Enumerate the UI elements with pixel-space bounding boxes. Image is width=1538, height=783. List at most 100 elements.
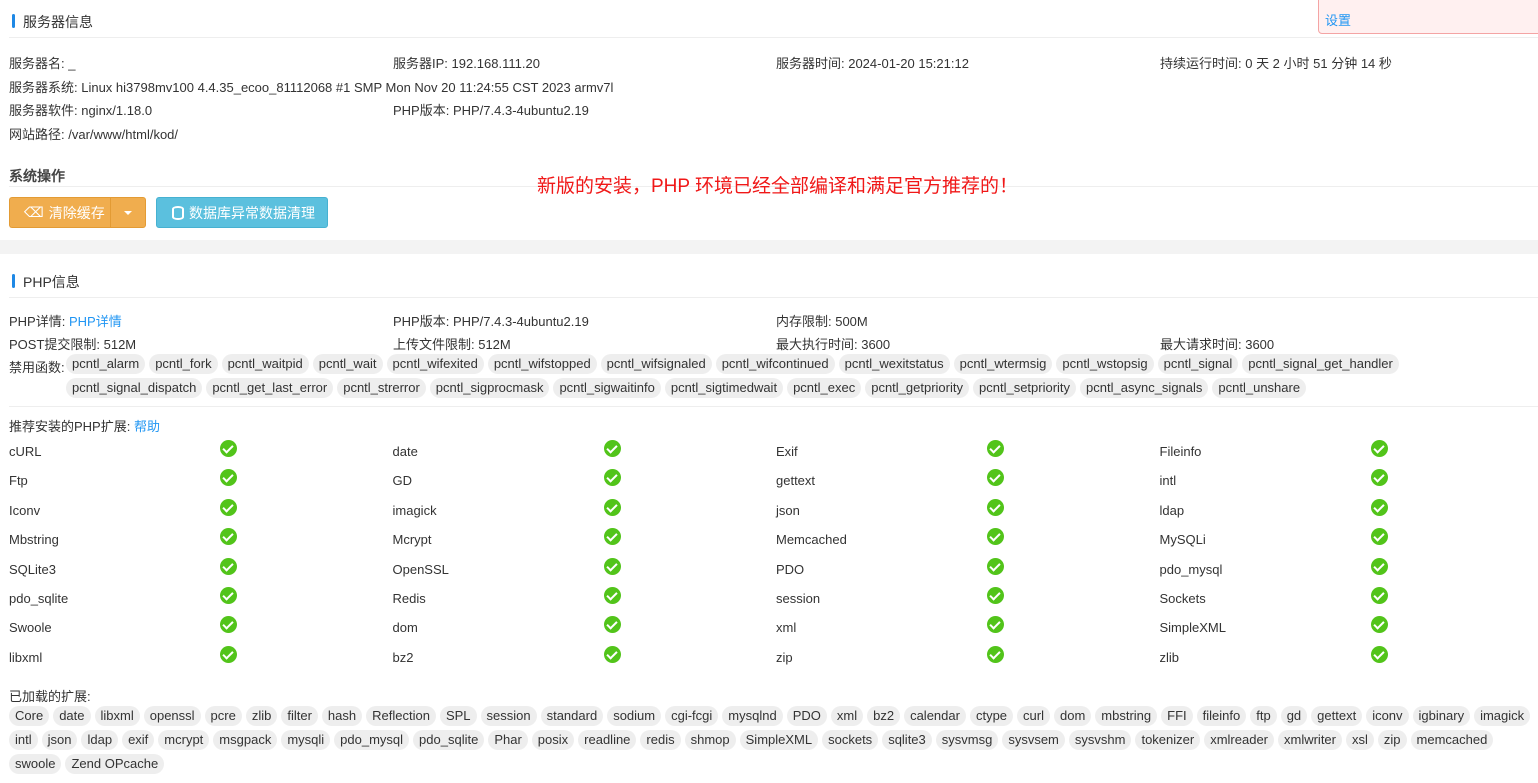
ext-item: ldap: [1160, 498, 1538, 528]
ext-item: libxml: [9, 645, 392, 675]
loaded-ext-chip: zip: [1377, 730, 1407, 750]
recommended-ext-label: 推荐安装的PHP扩展:: [9, 419, 131, 434]
php-detail-label: PHP详情:: [9, 314, 66, 329]
disabled-functions-label: 禁用函数:: [9, 360, 65, 375]
disabled-function-chip: pcntl_fork: [149, 354, 218, 374]
ext-item: pdo_mysql: [1160, 557, 1538, 587]
ops-title: 系统操作: [9, 168, 65, 184]
loaded-ext-chip: pcre: [204, 706, 242, 726]
loaded-ext-chip: curl: [1017, 706, 1050, 726]
check-icon: [603, 440, 621, 457]
check-icon: [603, 557, 621, 575]
ext-name: Iconv: [9, 502, 41, 518]
disabled-function-chip: pcntl_signal_get_handler: [1242, 354, 1399, 374]
check-icon: [220, 586, 237, 604]
ext-row: SQLite3 OpenSSL PDO pdo_mysql: [9, 557, 1538, 587]
loaded-ext-chip: pdo_sqlite: [413, 730, 485, 750]
ext-item: MySQLi: [1160, 528, 1538, 557]
ext-name: Exif: [776, 444, 798, 459]
help-link[interactable]: 帮助: [133, 419, 160, 434]
loaded-ext-chip: filter: [281, 706, 318, 726]
php-detail-link[interactable]: PHP详情: [68, 314, 122, 329]
ext-name: MySQLi: [1159, 532, 1206, 548]
check-icon: [603, 616, 621, 634]
loaded-ext-chip: ldap: [81, 730, 119, 750]
disabled-function-chip: pcntl_async_signals: [1080, 378, 1209, 398]
server-name: 服务器名: _: [9, 56, 76, 71]
annotation-text: 新版的安装，PHP 环境已经全部编译和满足官方推荐的！: [537, 176, 1019, 197]
loaded-ext-chip: igbinary: [1412, 706, 1471, 726]
ext-name: gettext: [776, 473, 816, 489]
check-icon: [603, 645, 621, 663]
check-icon: [220, 557, 237, 575]
panel-gap: [0, 240, 1538, 254]
upload-limit: 上传文件限制: 512M: [393, 337, 511, 352]
disabled-function-chip: pcntl_getpriority: [865, 378, 969, 398]
server-time: 服务器时间: 2024-01-20 15:21:12: [776, 56, 969, 71]
ext-name: Sockets: [1159, 590, 1206, 606]
max-request-time: 最大请求时间: 3600: [1160, 337, 1275, 352]
notice-box: 设置: [1318, 0, 1538, 34]
ext-name: Memcached: [776, 532, 847, 548]
ext-item: PDO: [776, 557, 1159, 587]
loaded-ext-chip: xml: [830, 706, 864, 726]
clear-cache-label: 清除缓存: [48, 204, 105, 221]
loaded-ext-chip: mcrypt: [158, 730, 210, 750]
check-icon: [987, 557, 1004, 575]
ext-name: SimpleXML: [1159, 620, 1226, 636]
disabled-function-chip: pcntl_setpriority: [973, 378, 1077, 398]
loaded-ext-chip: exif: [122, 730, 155, 750]
loaded-ext-chip: memcached: [1410, 730, 1494, 750]
ext-row: Swoole dom xml SimpleXML: [9, 616, 1538, 645]
loaded-ext-chip: ctype: [969, 706, 1014, 726]
ext-item: Ftp: [9, 469, 392, 498]
ext-item: pdo_sqlite: [9, 586, 392, 616]
disabled-function-chip: pcntl_exec: [787, 378, 862, 398]
divider: [9, 186, 1538, 187]
server-software: 服务器软件: nginx/1.18.0: [9, 103, 153, 118]
disabled-function-chip: pcntl_wifexited: [386, 354, 484, 374]
loaded-ext-chip: mysqlnd: [722, 706, 783, 726]
loaded-ext-chip: SPL: [439, 706, 477, 726]
max-exec-time: 最大执行时间: 3600: [776, 337, 891, 352]
ext-item: dom: [393, 616, 776, 645]
loaded-ext-chip: dom: [1053, 706, 1092, 726]
ext-name: SQLite3: [9, 561, 56, 577]
check-icon: [987, 469, 1004, 487]
check-icon: [220, 616, 237, 634]
ext-item: Sockets: [1159, 586, 1538, 616]
ext-name: Mbstring: [9, 532, 59, 548]
ext-name: Redis: [392, 590, 426, 606]
disabled-function-chip: pcntl_alarm: [66, 354, 146, 374]
server-info-title: 服务器信息: [9, 12, 93, 32]
ext-name: Swoole: [9, 620, 52, 636]
ext-item: Mbstring: [9, 528, 392, 557]
check-icon: [1370, 645, 1388, 663]
check-icon: [1370, 557, 1388, 575]
loaded-ext-chip: zlib: [245, 706, 278, 726]
ext-row: Ftp GD gettext intl: [9, 469, 1538, 498]
check-icon: [603, 586, 621, 604]
notice-settings-link[interactable]: 设置: [1325, 13, 1352, 28]
loaded-ext-chip: FFI: [1161, 706, 1193, 726]
ext-item: Fileinfo: [1160, 440, 1538, 469]
ext-item: zip: [776, 645, 1159, 675]
eraser-icon: ⌫: [24, 204, 44, 220]
check-icon: [220, 528, 237, 546]
check-icon: [1370, 440, 1388, 457]
loaded-ext-chip: SimpleXML: [739, 730, 819, 750]
loaded-ext-chip: sodium: [607, 706, 662, 726]
loaded-ext-chip: readline: [578, 730, 637, 750]
ext-name: session: [776, 590, 821, 606]
loaded-ext-chip: iconv: [1366, 706, 1409, 726]
db-clean-button[interactable]: 数据库异常数据清理: [156, 197, 328, 228]
clear-cache-dropdown[interactable]: [110, 197, 146, 228]
caret-down-icon: [124, 210, 132, 215]
clear-cache-button[interactable]: ⌫ 清除缓存: [9, 197, 110, 228]
disabled-function-chip: pcntl_strerror: [337, 378, 426, 398]
disabled-function-chip: pcntl_wtermsig: [953, 354, 1053, 374]
loaded-ext-chip: cgi-fcgi: [665, 706, 719, 726]
ext-item: cURL: [9, 440, 392, 469]
ext-item: GD: [393, 469, 776, 498]
loaded-ext-chip: ftp: [1250, 706, 1277, 726]
